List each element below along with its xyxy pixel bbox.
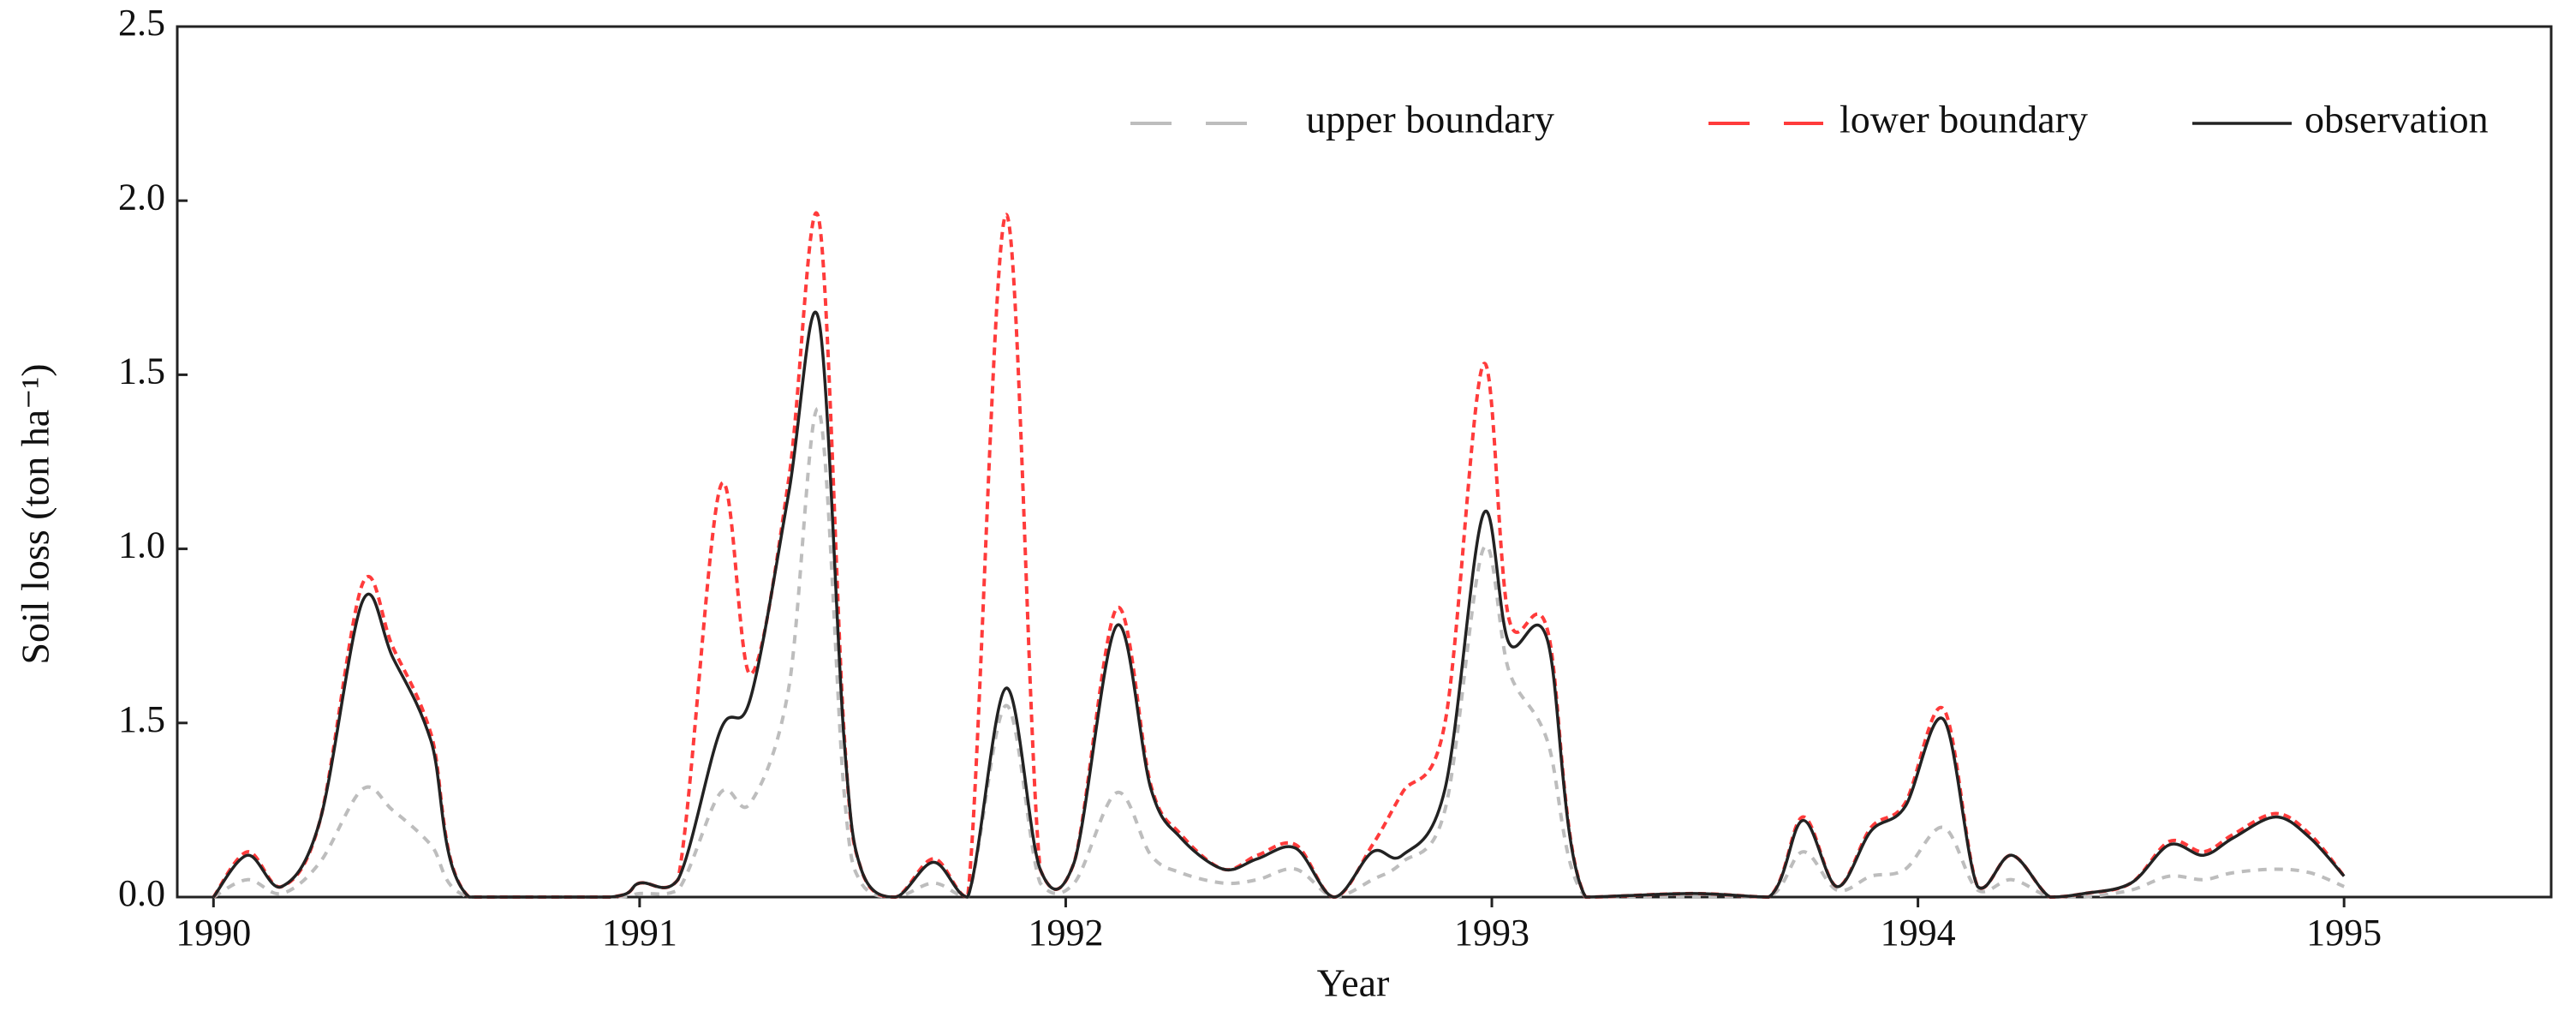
y-tick-label: 1.5	[118, 350, 165, 392]
y-tick-label: 1.0	[118, 524, 165, 566]
y-tick-label: 0.0	[118, 872, 165, 914]
legend-label: lower boundary	[1840, 98, 2088, 141]
series-line	[212, 211, 2346, 900]
x-tick-label: 1993	[1454, 912, 1530, 954]
plot-frame	[176, 25, 2553, 899]
x-tick-label: 1990	[176, 912, 251, 954]
x-axis-label: Year	[1317, 961, 1390, 1005]
legend-label: observation	[2305, 98, 2489, 141]
y-axis-label: Soil loss (ton ha⁻¹)	[14, 363, 57, 664]
x-tick-label: 1994	[1881, 912, 1956, 954]
series-line	[212, 310, 2346, 899]
y-tick-label: 1.5	[118, 698, 165, 740]
y-tick-label: 2.0	[118, 176, 165, 218]
x-tick-label: 1992	[1028, 912, 1103, 954]
legend-label: upper boundary	[1306, 98, 1554, 141]
x-tick-label: 1991	[602, 912, 677, 954]
x-tick-label: 1995	[2306, 912, 2382, 954]
y-tick-label: 2.5	[118, 2, 165, 44]
series-line	[212, 407, 2345, 900]
